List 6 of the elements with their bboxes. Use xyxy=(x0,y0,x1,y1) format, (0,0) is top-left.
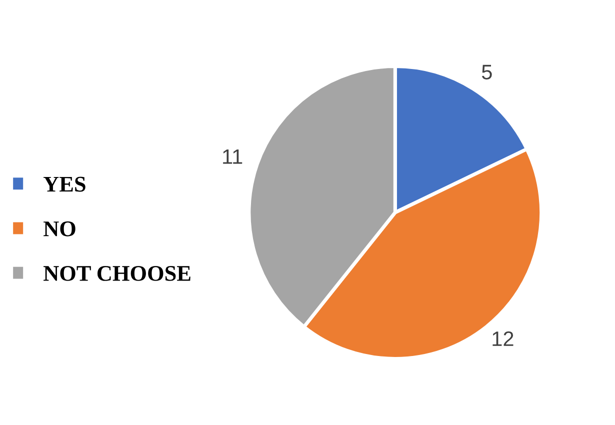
data-label: 11 xyxy=(223,149,242,164)
data-label: 5 xyxy=(482,64,492,80)
legend-label: NO xyxy=(44,221,76,236)
data-label: 12 xyxy=(492,331,514,346)
legend-label: NOT CHOOSE xyxy=(44,266,190,281)
legend-label: YES xyxy=(43,176,86,192)
